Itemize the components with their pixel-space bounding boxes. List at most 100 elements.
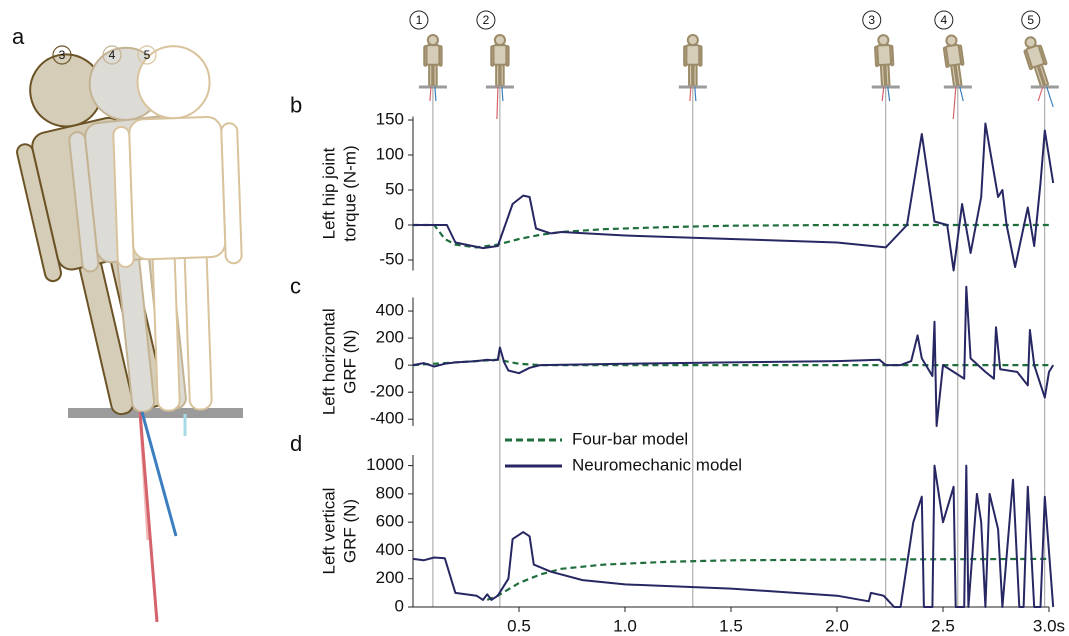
data-line bbox=[412, 464, 1055, 608]
y-tick-label: 150 bbox=[376, 109, 404, 128]
leg bbox=[884, 62, 891, 87]
leg bbox=[499, 62, 505, 87]
figure bbox=[1023, 36, 1049, 88]
panel-label: a bbox=[12, 24, 25, 49]
figure-number: 5 bbox=[144, 48, 151, 62]
event-force bbox=[959, 86, 964, 102]
event-force bbox=[694, 86, 697, 102]
x-tick-label: 1.0 bbox=[613, 616, 637, 635]
y-tick-label: 200 bbox=[376, 328, 404, 347]
event-icon bbox=[418, 34, 447, 102]
leg bbox=[879, 62, 886, 88]
event-force bbox=[887, 86, 891, 102]
torso bbox=[425, 44, 441, 66]
x-tick-label: 0.5 bbox=[507, 616, 531, 635]
event-number-circle bbox=[934, 10, 954, 30]
y-axis-label: GRF (N) bbox=[340, 330, 359, 394]
leg bbox=[432, 62, 438, 87]
panel-label: b bbox=[290, 92, 302, 117]
x-tick-label: 1.5 bbox=[719, 616, 743, 635]
data-line bbox=[413, 223, 1049, 249]
y-tick-label: 400 bbox=[376, 540, 404, 559]
x-tick-label: 3.0s bbox=[1033, 616, 1065, 635]
y-axis-label: Left horizontal bbox=[319, 308, 338, 415]
leg bbox=[495, 62, 501, 87]
event-force bbox=[1046, 86, 1054, 108]
panel-label: c bbox=[290, 273, 301, 298]
event-force bbox=[434, 86, 437, 102]
figure-number: 4 bbox=[109, 48, 116, 62]
y-tick-label: 1000 bbox=[366, 455, 404, 474]
figure-number-circle bbox=[137, 45, 157, 65]
torso bbox=[685, 44, 701, 66]
event-number: 2 bbox=[483, 13, 490, 27]
head bbox=[1024, 36, 1037, 49]
data-line bbox=[413, 122, 1055, 272]
event-number: 3 bbox=[868, 13, 875, 27]
event-force bbox=[429, 86, 432, 102]
event-number-circle bbox=[476, 10, 496, 30]
figure bbox=[423, 34, 443, 87]
figure bbox=[942, 34, 965, 88]
event-number: 1 bbox=[416, 13, 423, 27]
torso bbox=[945, 43, 963, 67]
head bbox=[493, 34, 506, 47]
event-force bbox=[881, 86, 885, 102]
y-tick-label: 0 bbox=[395, 596, 404, 615]
event-number: 4 bbox=[940, 13, 947, 27]
x-tick-label: 2.0 bbox=[825, 616, 849, 635]
event-icon bbox=[871, 34, 900, 102]
torso bbox=[128, 116, 227, 261]
y-tick-label: -400 bbox=[370, 409, 404, 428]
head bbox=[426, 34, 439, 47]
figure-number: 3 bbox=[59, 48, 66, 62]
y-axis-label: Left hip joint bbox=[319, 147, 338, 239]
event-force bbox=[496, 86, 499, 120]
figure bbox=[112, 45, 243, 412]
y-axis-label: Left vertical bbox=[319, 488, 338, 575]
leg bbox=[688, 62, 694, 87]
event-number-circle bbox=[409, 10, 429, 30]
leg bbox=[692, 62, 698, 87]
event-icon bbox=[1023, 36, 1059, 108]
figure bbox=[490, 34, 510, 87]
leg bbox=[183, 248, 213, 411]
event-number: 5 bbox=[1027, 13, 1034, 27]
figure-number-circle bbox=[102, 45, 122, 65]
head bbox=[877, 34, 890, 47]
figure-number-circle bbox=[52, 45, 72, 65]
legend-label: Neuromechanic model bbox=[572, 455, 742, 474]
figure bbox=[874, 34, 895, 88]
data-line bbox=[412, 285, 1055, 427]
y-axis-label: torque (N-m) bbox=[340, 145, 359, 241]
y-tick-label: 200 bbox=[376, 568, 404, 587]
panel-label: d bbox=[290, 431, 302, 456]
event-force bbox=[689, 86, 692, 102]
head bbox=[686, 34, 699, 47]
ground bbox=[68, 408, 243, 418]
torso bbox=[876, 43, 892, 66]
head bbox=[136, 45, 211, 120]
y-tick-label: -200 bbox=[370, 382, 404, 401]
y-tick-label: 600 bbox=[376, 512, 404, 531]
y-tick-label: 50 bbox=[385, 179, 404, 198]
y-tick-label: 400 bbox=[376, 301, 404, 320]
head bbox=[945, 34, 958, 47]
leg bbox=[151, 249, 181, 412]
panel-a-illustration: a 3 4 5 bbox=[12, 24, 243, 623]
event-icon bbox=[678, 34, 707, 102]
y-tick-label: -50 bbox=[379, 249, 404, 268]
event-force bbox=[501, 86, 504, 102]
event-number-circle bbox=[1021, 10, 1041, 30]
y-tick-label: 0 bbox=[395, 214, 404, 233]
event-icon bbox=[942, 34, 972, 120]
figure bbox=[683, 34, 703, 87]
y-tick-label: 0 bbox=[395, 355, 404, 374]
force-vector bbox=[138, 411, 159, 623]
x-tick-label: 2.5 bbox=[931, 616, 955, 635]
event-force bbox=[952, 86, 957, 120]
leg bbox=[428, 62, 434, 87]
data-line bbox=[486, 557, 1050, 601]
event-number-circle bbox=[862, 10, 882, 30]
